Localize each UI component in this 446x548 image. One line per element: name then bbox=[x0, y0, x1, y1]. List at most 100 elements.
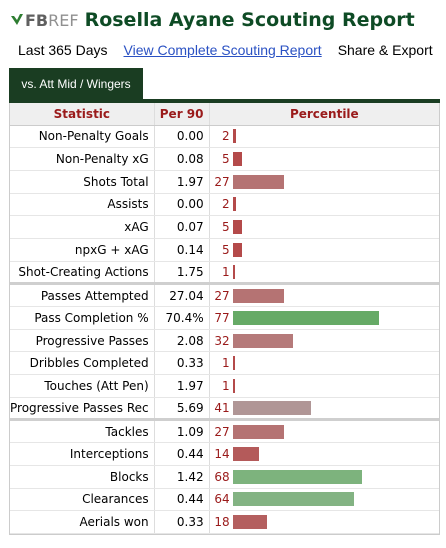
percentile-cell: 5 bbox=[209, 215, 439, 239]
statistic-cell: Non-Penalty xG bbox=[10, 147, 155, 171]
percentile-value: 5 bbox=[222, 152, 230, 167]
statistic-cell: Touches (Att Pen) bbox=[10, 374, 155, 398]
scouting-table: Statistic Per 90 Percentile Non-Penalty … bbox=[10, 103, 439, 534]
percentile-value: 5 bbox=[222, 220, 230, 235]
percentile-cell: 27 bbox=[209, 282, 439, 307]
percentile-bar-track bbox=[232, 492, 381, 507]
statistic-cell: Progressive Passes Rec bbox=[10, 397, 155, 421]
percentile-bar-track bbox=[232, 220, 381, 235]
percentile-cell: 32 bbox=[209, 329, 439, 353]
logo-text-fb: FB bbox=[25, 10, 49, 30]
percentile-bar-track bbox=[232, 288, 381, 303]
table-row: Assists 0.00 2 bbox=[10, 193, 439, 217]
percentile-bar bbox=[232, 492, 355, 507]
percentile-cell: 1 bbox=[209, 374, 439, 398]
percentile-bar-track bbox=[232, 152, 381, 167]
table-row: npxG + xAG 0.14 5 bbox=[10, 238, 439, 262]
table-row: Progressive Passes 2.08 32 bbox=[10, 329, 439, 353]
percentile-value: 32 bbox=[214, 333, 230, 348]
per90-cell: 5.69 bbox=[154, 397, 210, 421]
percentile-bar-track bbox=[232, 264, 381, 279]
per90-cell: 70.4% bbox=[154, 306, 210, 330]
scouting-table-container: Statistic Per 90 Percentile Non-Penalty … bbox=[9, 103, 440, 535]
per90-cell: 0.00 bbox=[154, 193, 210, 217]
per90-cell: 2.08 bbox=[154, 329, 210, 353]
statistic-cell: Aerials won bbox=[10, 510, 155, 534]
fbref-logo[interactable]: FB REF bbox=[10, 11, 79, 30]
per90-cell: 0.08 bbox=[154, 147, 210, 171]
statistic-cell: Shot-Creating Actions bbox=[10, 261, 155, 285]
table-row: Touches (Att Pen) 1.97 1 bbox=[10, 374, 439, 398]
header-percentile[interactable]: Percentile bbox=[209, 103, 439, 126]
percentile-bar bbox=[232, 333, 294, 348]
statistic-cell: Blocks bbox=[10, 465, 155, 489]
share-export-button[interactable]: Share & Export bbox=[337, 42, 433, 58]
percentile-bar bbox=[232, 446, 260, 461]
percentile-cell: 27 bbox=[209, 170, 439, 194]
percentile-bar-track bbox=[232, 515, 381, 530]
percentile-bar bbox=[232, 469, 362, 484]
percentile-cell: 2 bbox=[209, 193, 439, 217]
percentile-value: 27 bbox=[214, 288, 230, 303]
percentile-value: 1 bbox=[222, 264, 230, 279]
percentile-value: 5 bbox=[222, 242, 230, 257]
per90-cell: 1.09 bbox=[154, 418, 210, 444]
percentile-bar-track bbox=[232, 197, 381, 212]
table-row: Interceptions 0.44 14 bbox=[10, 442, 439, 466]
table-row: Shot-Creating Actions 1.75 1 bbox=[10, 261, 439, 285]
table-row: Tackles 1.09 27 bbox=[10, 418, 439, 444]
percentile-bar bbox=[232, 152, 243, 167]
percentile-bar bbox=[232, 264, 236, 279]
percentile-value: 18 bbox=[214, 515, 230, 530]
percentile-bar-track bbox=[232, 129, 381, 144]
complete-report-link[interactable]: View Complete Scouting Report bbox=[123, 42, 322, 58]
per90-cell: 0.14 bbox=[154, 238, 210, 262]
percentile-bar bbox=[232, 129, 237, 144]
percentile-cell: 1 bbox=[209, 261, 439, 285]
tab-vs-att-mid-wingers[interactable]: vs. Att Mid / Wingers bbox=[9, 68, 143, 100]
percentile-value: 41 bbox=[214, 401, 230, 416]
percentile-bar bbox=[232, 288, 284, 303]
table-row: Clearances 0.44 64 bbox=[10, 488, 439, 512]
statistic-cell: Progressive Passes bbox=[10, 329, 155, 353]
percentile-cell: 68 bbox=[209, 465, 439, 489]
table-row: Blocks 1.42 68 bbox=[10, 465, 439, 489]
per90-cell: 27.04 bbox=[154, 282, 210, 307]
table-row: Aerials won 0.33 18 bbox=[10, 510, 439, 534]
percentile-bar bbox=[232, 310, 379, 325]
statistic-cell: Dribbles Completed bbox=[10, 351, 155, 376]
percentile-value: 2 bbox=[222, 129, 230, 144]
header-per90[interactable]: Per 90 bbox=[154, 103, 210, 126]
percentile-value: 2 bbox=[222, 197, 230, 212]
table-row: xAG 0.07 5 bbox=[10, 215, 439, 239]
statistic-cell: Passes Attempted bbox=[10, 282, 155, 307]
percentile-cell: 27 bbox=[209, 418, 439, 444]
percentile-cell: 1 bbox=[209, 351, 439, 376]
fbref-logo-icon bbox=[11, 14, 23, 25]
percentile-bar-track bbox=[232, 378, 381, 393]
percentile-cell: 18 bbox=[209, 510, 439, 534]
percentile-bar-track bbox=[232, 356, 381, 371]
header-statistic[interactable]: Statistic bbox=[10, 103, 155, 126]
per90-cell: 1.97 bbox=[154, 170, 210, 194]
percentile-cell: 77 bbox=[209, 306, 439, 330]
statistic-cell: Non-Penalty Goals bbox=[10, 125, 155, 149]
per90-cell: 0.44 bbox=[154, 488, 210, 512]
percentile-value: 27 bbox=[214, 424, 230, 439]
per90-cell: 0.44 bbox=[154, 442, 210, 466]
per90-cell: 0.33 bbox=[154, 351, 210, 376]
table-row: Progressive Passes Rec 5.69 41 bbox=[10, 397, 439, 421]
percentile-bar bbox=[232, 197, 237, 212]
statistic-cell: xAG bbox=[10, 215, 155, 239]
percentile-value: 77 bbox=[214, 310, 230, 325]
percentile-bar bbox=[232, 242, 243, 257]
percentile-cell: 64 bbox=[209, 488, 439, 512]
percentile-cell: 5 bbox=[209, 147, 439, 171]
percentile-bar-track bbox=[232, 446, 381, 461]
statistic-cell: Tackles bbox=[10, 418, 155, 444]
per90-cell: 0.33 bbox=[154, 510, 210, 534]
percentile-bar bbox=[232, 356, 236, 371]
percentile-value: 64 bbox=[214, 492, 230, 507]
per90-cell: 1.97 bbox=[154, 374, 210, 398]
percentile-cell: 41 bbox=[209, 397, 439, 421]
